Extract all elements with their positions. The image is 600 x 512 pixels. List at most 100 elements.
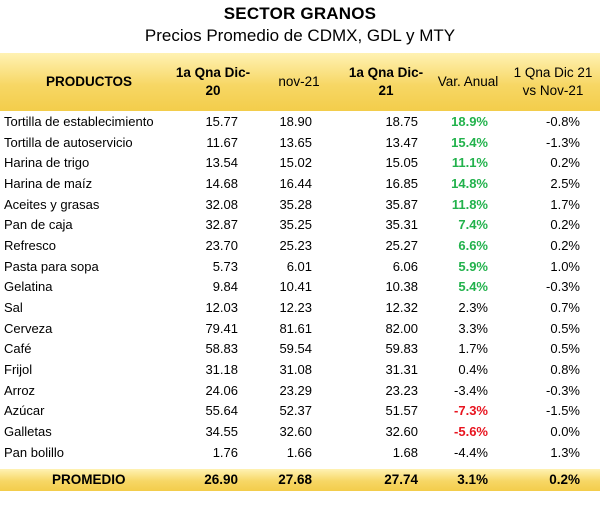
cell-c5: 0.8% (550, 362, 580, 378)
cell-c2: 25.23 (279, 237, 312, 253)
header-col2: nov-21 (278, 74, 320, 89)
cell-c4: 11.1% (451, 155, 488, 171)
cell-c1: 12.03 (205, 300, 238, 316)
cell-c3: 82.00 (385, 320, 418, 336)
cell-c4: -4.4% (454, 444, 488, 460)
cell-c2: 15.02 (279, 155, 312, 171)
product-name: Harina de maíz (4, 175, 93, 191)
table-row: Aceites y grasas 32.08 35.28 35.87 11.8% 1.7% (0, 194, 600, 215)
cell-c1: 79.41 (205, 320, 238, 336)
cell-c5: 0.7% (550, 300, 580, 316)
cell-c5: 1.0% (550, 258, 580, 274)
product-name: Arroz (4, 382, 36, 398)
cell-c1: 31.18 (205, 362, 238, 378)
cell-c1: 14.68 (205, 175, 238, 191)
table-footer: PROMEDIO 26.90 27.68 27.74 3.1% 0.2% (0, 462, 600, 491)
product-name: Harina de trigo (4, 155, 90, 171)
cell-c4: 7.4% (458, 217, 488, 233)
cell-c4: -5.6% (454, 424, 488, 440)
product-name: Aceites y grasas (4, 196, 100, 212)
average-col1: 26.90 (204, 472, 238, 488)
table-row: Arroz 24.06 23.29 23.23 -3.4% -0.3% (0, 380, 600, 401)
product-name: Refresco (4, 237, 57, 253)
cell-c1: 9.84 (212, 279, 238, 295)
cell-c2: 16.44 (279, 175, 312, 191)
cell-c3: 51.57 (385, 403, 418, 419)
cell-c5: -0.3% (546, 279, 580, 295)
cell-c3: 13.47 (385, 134, 418, 150)
cell-c2: 31.08 (279, 362, 312, 378)
price-table: PRODUCTOS 1a Qna Dic-20 nov-21 1a Qna Di… (0, 53, 600, 491)
header-col1: 1a Qna Dic-20 (175, 65, 251, 98)
cell-c5: 0.5% (550, 341, 580, 357)
cell-c3: 35.87 (385, 196, 418, 212)
average-col2: 27.68 (278, 472, 312, 488)
table-body: Tortilla de establecimiento 15.77 18.90 18.… (0, 111, 600, 463)
footer-gap (0, 462, 600, 469)
cell-c3: 59.83 (385, 341, 418, 357)
cell-c2: 6.01 (286, 258, 312, 274)
product-name: Cerveza (4, 320, 53, 336)
cell-c2: 52.37 (279, 403, 312, 419)
cell-c5: 0.2% (550, 155, 580, 171)
table-row: Pan de caja 32.87 35.25 35.31 7.4% 0.2% (0, 214, 600, 235)
cell-c2: 35.28 (279, 196, 312, 212)
page-title: SECTOR GRANOS (223, 4, 377, 23)
cell-c1: 11.67 (206, 134, 238, 150)
cell-c1: 32.08 (205, 196, 238, 212)
cell-c1: 5.73 (212, 258, 238, 274)
header-products: PRODUCTOS (46, 74, 133, 89)
cell-c1: 13.54 (205, 155, 238, 171)
cell-c1: 32.87 (205, 217, 238, 233)
cell-c3: 25.27 (385, 237, 418, 253)
table-row: Harina de trigo 13.54 15.02 15.05 11.1% 0.2% (0, 152, 600, 173)
cell-c5: -0.8% (546, 113, 580, 129)
cell-c1: 15.77 (205, 113, 238, 129)
header-col5: 1 Qna Dic 21 vs Nov-21 (513, 65, 593, 98)
cell-c4: 0.4% (458, 362, 488, 378)
cell-c5: 0.2% (550, 217, 580, 233)
cell-c2: 10.41 (279, 279, 312, 295)
cell-c5: 0.2% (550, 237, 580, 253)
product-name: Café (4, 341, 32, 357)
cell-c5: 0.0% (550, 424, 580, 440)
cell-c5: 1.3% (550, 444, 580, 460)
table-row: Refresco 23.70 25.23 25.27 6.6% 0.2% (0, 235, 600, 256)
cell-c3: 10.38 (385, 279, 418, 295)
cell-c5: -0.3% (546, 382, 580, 398)
cell-c2: 59.54 (279, 341, 312, 357)
table-header: PRODUCTOS 1a Qna Dic-20 nov-21 1a Qna Di… (0, 53, 600, 111)
cell-c2: 12.23 (279, 300, 312, 316)
product-name: Pan de caja (4, 217, 73, 233)
cell-c3: 31.31 (385, 362, 418, 378)
table-row: Tortilla de autoservicio 11.67 13.65 13.47 1… (0, 132, 600, 153)
page-subtitle: Precios Promedio de CDMX, GDL y MTY (144, 26, 456, 45)
product-name: Gelatina (4, 279, 53, 295)
table-row: Azúcar 55.64 52.37 51.57 -7.3% -1.5% (0, 401, 600, 422)
table-row: Pasta para sopa 5.73 6.01 6.06 5.9% 1.0% (0, 256, 600, 277)
cell-c5: 2.5% (550, 175, 580, 191)
cell-c1: 24.06 (205, 382, 238, 398)
product-name: Sal (4, 300, 23, 316)
cell-c1: 23.70 (205, 237, 238, 253)
cell-c3: 32.60 (385, 424, 418, 440)
table-row: Harina de maíz 14.68 16.44 16.85 14.8% 2.5% (0, 173, 600, 194)
cell-c3: 6.06 (392, 258, 418, 274)
cell-c5: -1.3% (546, 134, 580, 150)
cell-c2: 81.61 (279, 320, 312, 336)
table-row: Frijol 31.18 31.08 31.31 0.4% 0.8% (0, 359, 600, 380)
table-row: Pan bolillo 1.76 1.66 1.68 -4.4% 1.3% (0, 442, 600, 463)
average-row: PROMEDIO 26.90 27.68 27.74 3.1% 0.2% (0, 468, 600, 491)
cell-c4: 15.4% (451, 134, 488, 150)
cell-c3: 12.32 (385, 300, 418, 316)
cell-c4: -3.4% (454, 382, 488, 398)
average-col5: 0.2% (549, 472, 580, 488)
cell-c4: 11.8% (451, 196, 488, 212)
cell-c3: 15.05 (385, 155, 418, 171)
cell-c3: 16.85 (385, 175, 418, 191)
product-name: Tortilla de autoservicio (4, 134, 133, 150)
cell-c3: 23.23 (385, 382, 418, 398)
cell-c2: 13.65 (279, 134, 312, 150)
cell-c2: 1.66 (286, 444, 312, 460)
table-row: Sal 12.03 12.23 12.32 2.3% 0.7% (0, 297, 600, 318)
